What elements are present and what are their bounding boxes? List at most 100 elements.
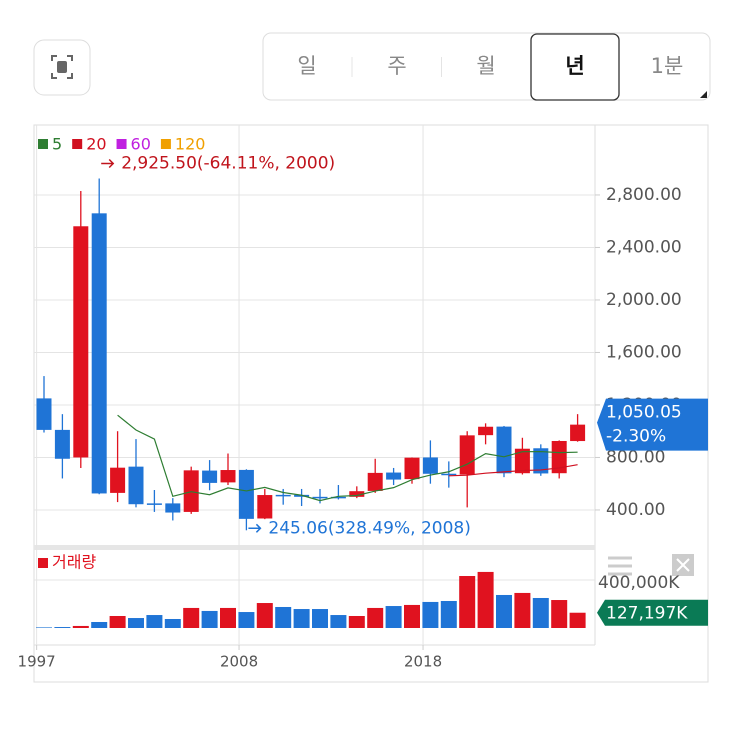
volume-bar	[551, 600, 568, 628]
price-tag-label: 1,050.05	[606, 403, 682, 423]
volume-bar	[385, 606, 402, 628]
candle-body	[422, 457, 438, 474]
period-tab[interactable]: 1분	[651, 54, 684, 78]
capture-icon	[51, 55, 73, 79]
volume-bar	[220, 607, 236, 628]
volume-tag	[597, 599, 708, 626]
volume-bar	[109, 615, 126, 628]
candle-body	[478, 426, 494, 436]
candle-body	[312, 496, 328, 499]
candle-body	[367, 472, 383, 491]
candle-body	[386, 472, 402, 480]
legend-swatch	[38, 558, 48, 568]
ma-line	[448, 464, 578, 477]
volume-bar	[238, 612, 255, 628]
ma-line	[117, 414, 578, 502]
volume-bar	[440, 600, 457, 628]
candle-body	[441, 473, 457, 476]
candle-body	[238, 469, 254, 519]
volume-bar	[459, 576, 476, 628]
y-tick-label: 800.00	[606, 447, 665, 467]
x-tick-label: 2008	[220, 653, 258, 671]
legend-swatch	[116, 139, 127, 149]
annotation-arrow	[248, 523, 262, 533]
volume-bar	[514, 592, 531, 628]
candle-body	[146, 503, 162, 505]
annotation-text: 2,925.50(-64.11%, 2000)	[121, 153, 335, 173]
volume-tag-label: 127,197K	[606, 604, 688, 624]
legend-label: 120	[175, 135, 206, 154]
volume-bar	[367, 607, 384, 628]
candle-body	[514, 448, 530, 474]
selected-tab-box	[530, 33, 620, 101]
candle-body	[110, 467, 126, 493]
y-tick-label: 1,600.00	[606, 342, 682, 362]
panel-divider	[34, 545, 595, 550]
period-tab[interactable]: 월	[476, 54, 495, 78]
x-tick-label: 2018	[404, 653, 442, 671]
corner-mark	[700, 91, 707, 98]
candle-body	[220, 470, 236, 483]
x-tick-label: 1997	[18, 653, 56, 671]
volume-bar	[477, 571, 494, 628]
volume-bar	[36, 627, 52, 628]
legend-label: 거래량	[52, 553, 96, 572]
period-tab[interactable]: 일	[297, 54, 316, 78]
candle-body	[275, 494, 291, 497]
candle-body	[257, 495, 273, 519]
legend-label: 60	[131, 135, 151, 154]
candle-body	[459, 435, 475, 475]
volume-bar	[275, 606, 292, 628]
annotation-text: 245.06(328.49%, 2008)	[268, 518, 470, 538]
volume-menu-icon[interactable]	[608, 556, 632, 576]
volume-bar	[348, 615, 365, 628]
volume-bar	[54, 627, 71, 628]
candle-body	[202, 470, 218, 483]
y-tick-label: 2,400.00	[606, 237, 682, 257]
volume-bar	[201, 610, 218, 628]
volume-bar	[146, 615, 163, 628]
candle-body	[73, 226, 89, 458]
annotation-arrow	[101, 158, 115, 169]
legend-label: 20	[86, 135, 106, 154]
candle-body	[128, 466, 144, 505]
volume-bar	[496, 594, 512, 628]
legend-swatch	[38, 139, 48, 149]
volume-bar	[128, 618, 144, 628]
price-tag-change: -2.30%	[606, 427, 666, 447]
price-tag	[597, 398, 708, 451]
candle-body	[404, 457, 420, 480]
volume-close-icon[interactable]	[672, 554, 694, 576]
volume-bar	[422, 601, 439, 628]
candle-body	[496, 426, 512, 474]
candle-body	[570, 424, 586, 442]
candle-body	[349, 491, 365, 497]
candle-body	[533, 448, 549, 474]
volume-bar	[293, 609, 310, 628]
legend-swatch	[160, 139, 171, 149]
volume-bar	[312, 609, 328, 628]
period-tab[interactable]: 년	[565, 54, 584, 78]
candle-body	[330, 496, 346, 499]
y-tick-label: 400.00	[606, 500, 665, 520]
candle-body	[551, 440, 567, 474]
candle-body	[165, 503, 181, 513]
legend-swatch	[72, 139, 83, 149]
volume-bar	[72, 625, 89, 628]
y-tick-label: 400,000K	[598, 573, 680, 593]
volume-bar	[256, 603, 273, 628]
volume-bar	[404, 604, 420, 628]
volume-bar	[164, 618, 181, 628]
y-tick-label: 2,000.00	[606, 290, 682, 310]
period-tab[interactable]: 주	[387, 54, 406, 78]
volume-bar	[569, 612, 586, 628]
candle-body	[54, 429, 70, 459]
volume-bar	[330, 615, 347, 628]
legend-label: 5	[52, 135, 62, 154]
volume-bar	[532, 597, 549, 628]
volume-bar	[183, 607, 200, 628]
y-tick-label: 2,800.00	[606, 185, 682, 205]
candle-body	[91, 213, 107, 494]
